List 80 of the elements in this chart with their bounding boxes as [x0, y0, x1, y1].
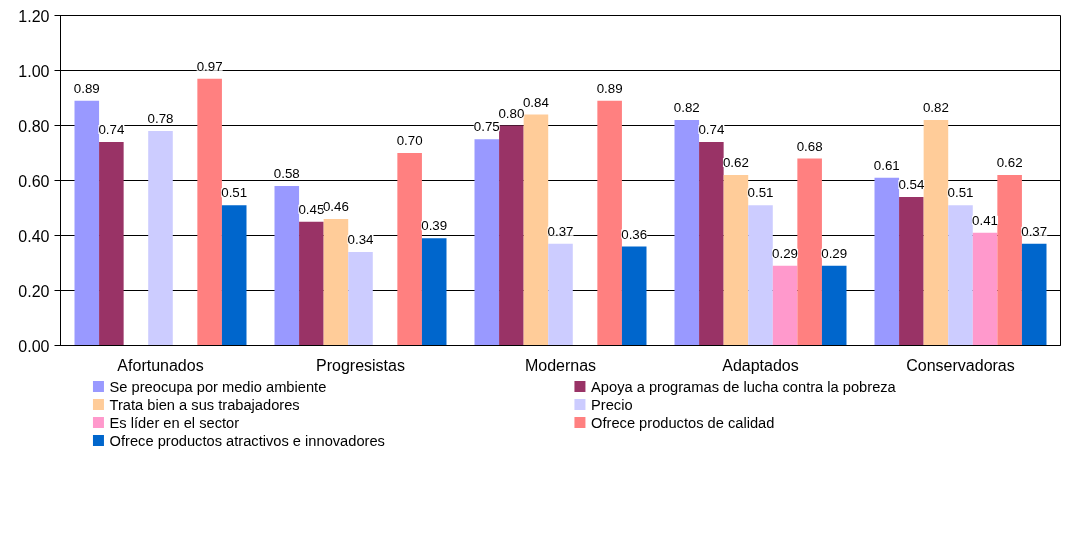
bar [874, 177, 900, 346]
data-label: 0.75 [473, 119, 500, 135]
bar [923, 120, 949, 346]
bar [397, 153, 422, 346]
data-label: 0.89 [73, 80, 100, 96]
bar [972, 232, 998, 346]
data-label: 0.36 [621, 226, 648, 242]
data-label: 0.29 [821, 245, 848, 261]
data-label: 0.54 [898, 177, 925, 192]
data-label: 0.58 [273, 166, 300, 181]
data-label: 0.51 [221, 185, 248, 201]
y-tick-label: 0.00 [18, 337, 50, 355]
bar [421, 238, 447, 346]
data-label: 0.29 [772, 245, 799, 261]
bar [221, 205, 247, 346]
bar [99, 142, 124, 346]
data-label: 0.89 [596, 80, 623, 96]
data-label: 0.82 [922, 100, 949, 115]
bar [821, 265, 847, 346]
bar [597, 100, 622, 346]
bar [148, 131, 173, 346]
data-label: 0.74 [698, 122, 725, 137]
bar [548, 243, 573, 346]
data-label: 0.84 [522, 94, 550, 110]
y-tick-label: 0.40 [18, 227, 50, 245]
data-label: 0.68 [796, 138, 823, 154]
data-label: 0.62 [996, 155, 1023, 170]
bar [699, 142, 724, 346]
data-label: 0.51 [947, 185, 974, 201]
data-label: 0.45 [298, 201, 325, 217]
bar [323, 219, 349, 346]
data-label: 0.82 [673, 100, 700, 115]
bar [748, 205, 773, 346]
legend-label: Ofrece productos atractivos e innovadores [109, 432, 385, 449]
data-label: 0.97 [196, 58, 223, 74]
data-label: 0.78 [147, 111, 174, 126]
bar [723, 175, 749, 346]
x-tick-label: Conservadoras [906, 356, 1015, 374]
x-tick-label: Adaptados [722, 356, 799, 374]
y-tick-label: 0.60 [18, 172, 50, 190]
data-label: 0.34 [347, 232, 375, 247]
x-tick-label: Progresistas [316, 356, 405, 374]
y-tick-label: 1.20 [18, 7, 50, 25]
data-label: 0.70 [396, 133, 423, 148]
data-label: 0.74 [98, 122, 125, 137]
data-label: 0.51 [747, 185, 774, 201]
bar [997, 175, 1022, 346]
legend-label: Trata bien a sus trabajadores [109, 396, 300, 413]
bar [274, 186, 300, 346]
bar [74, 100, 100, 346]
data-label: 0.39 [421, 218, 448, 234]
bar [674, 120, 700, 346]
legend-label: Es líder en el sector [109, 414, 240, 431]
bar [299, 221, 324, 346]
x-tick-label: Modernas [524, 356, 597, 374]
bar [197, 78, 222, 346]
legend-label: Ofrece productos de calidad [591, 414, 775, 431]
data-label: 0.37 [1021, 223, 1048, 239]
bar [948, 205, 973, 346]
legend-label: Precio [591, 396, 633, 413]
bar [621, 246, 647, 346]
y-tick-label: 0.20 [18, 282, 50, 300]
bar [523, 114, 549, 346]
y-tick-label: 0.80 [18, 117, 50, 135]
bar [797, 158, 822, 346]
bar [499, 125, 524, 346]
data-label: 0.61 [873, 157, 900, 173]
data-label: 0.41 [972, 212, 999, 228]
bar [474, 139, 500, 346]
bar [1021, 243, 1047, 346]
data-label: 0.80 [498, 105, 525, 121]
bar [348, 252, 373, 346]
data-label: 0.62 [722, 155, 749, 170]
x-tick-label: Afortunados [117, 356, 204, 374]
data-label: 0.37 [547, 223, 574, 239]
bar [899, 197, 924, 346]
bar [772, 265, 798, 346]
legend-label: Se preocupa por medio ambiente [109, 378, 327, 395]
legend-label: Apoya a programas de lucha contra la pobreza [591, 378, 897, 395]
y-tick-label: 1.00 [18, 62, 50, 80]
